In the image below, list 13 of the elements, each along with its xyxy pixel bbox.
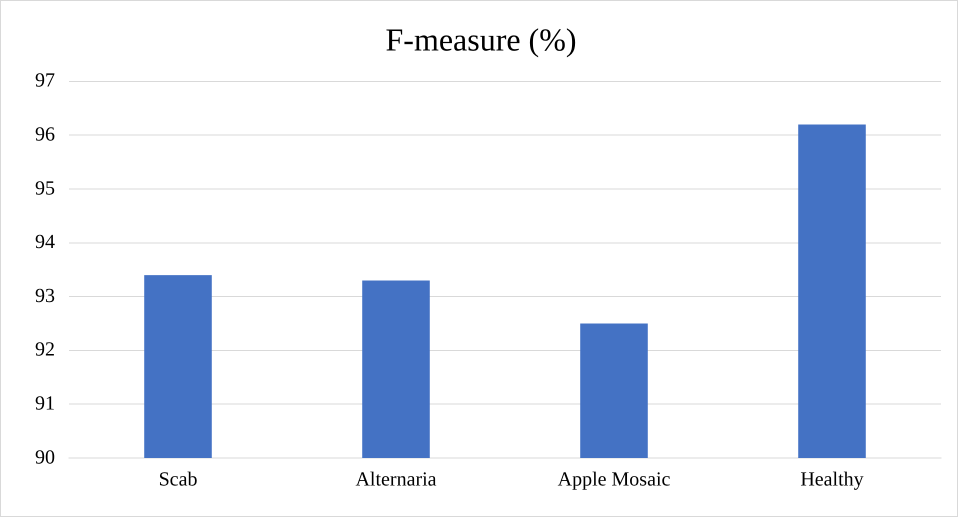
y-tick-label: 90 <box>35 446 55 468</box>
x-tick-label: Healthy <box>800 468 864 490</box>
x-tick-label: Alternaria <box>355 468 437 490</box>
y-tick-label: 91 <box>35 392 55 414</box>
x-tick-label: Scab <box>158 468 198 490</box>
y-tick-label: 97 <box>35 70 55 92</box>
chart-title: F-measure (%) <box>385 22 577 58</box>
y-tick-label: 94 <box>35 231 55 254</box>
x-tick-label: Apple Mosaic <box>558 468 670 490</box>
y-tick-label: 95 <box>35 177 55 200</box>
y-tick-label: 93 <box>35 284 55 307</box>
y-tick-label: 96 <box>35 123 55 146</box>
y-tick-label: 92 <box>35 338 55 361</box>
